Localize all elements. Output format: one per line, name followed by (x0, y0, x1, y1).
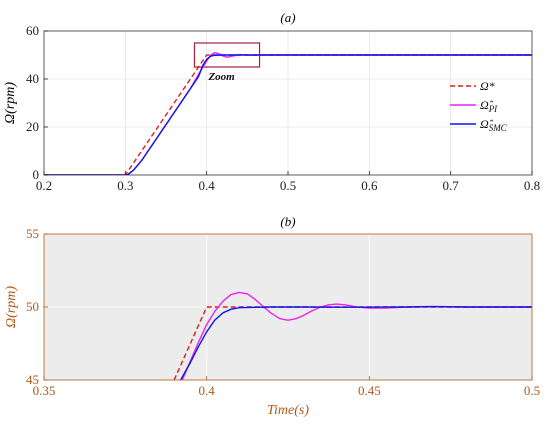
x-tick-label: 0.4 (199, 178, 216, 193)
y-tick-label: 50 (26, 299, 39, 314)
panel-b-xlabel: Time(s) (267, 403, 309, 418)
x-tick-label: 0.35 (33, 383, 56, 398)
legend-label: Ω* (480, 79, 495, 93)
y-tick-label: 45 (26, 372, 39, 387)
x-tick-label: 0.4 (199, 383, 216, 398)
x-tick-label: 0.8 (524, 178, 540, 193)
x-tick-label: 0.45 (358, 383, 381, 398)
x-tick-label: 0.2 (36, 178, 52, 193)
panel-b-ylabel: Ω(rpm) (4, 286, 19, 328)
x-tick-label: 0.5 (280, 178, 296, 193)
series-line-smc (44, 54, 532, 175)
panel-a-title: (a) (280, 10, 295, 25)
panel-a: Zoom 0.2 0.3 0.4 0.5 0.6 0.7 0.8 0 20 40 60 (a) Ω(… (3, 10, 540, 193)
panel-b-title: (b) (280, 214, 295, 229)
y-tick-label: 60 (26, 23, 39, 38)
x-tick-label: 0.5 (524, 383, 540, 398)
panel-b: 0.35 0.4 0.45 0.5 45 50 55 (b) Ω(rpm) Time(s) (4, 214, 540, 418)
panel-a-ylabel: Ω(rpm) (3, 82, 18, 124)
series-group-b (173, 291, 532, 380)
zoom-label: Zoom (207, 71, 235, 83)
y-tick-label: 0 (33, 167, 40, 182)
x-tick-label: 0.6 (361, 178, 378, 193)
y-tick-label: 20 (26, 119, 39, 134)
series-line-smc (180, 306, 532, 380)
ticks-a: 0.2 0.3 0.4 0.5 0.6 0.7 0.8 0 20 40 60 (26, 23, 540, 193)
x-tick-label: 0.3 (117, 178, 133, 193)
x-tick-label: 0.7 (443, 178, 460, 193)
series-group-a (44, 51, 532, 175)
y-tick-label: 55 (26, 226, 39, 241)
ticks-b: 0.35 0.4 0.45 0.5 45 50 55 (26, 226, 540, 398)
y-tick-label: 40 (26, 71, 39, 86)
